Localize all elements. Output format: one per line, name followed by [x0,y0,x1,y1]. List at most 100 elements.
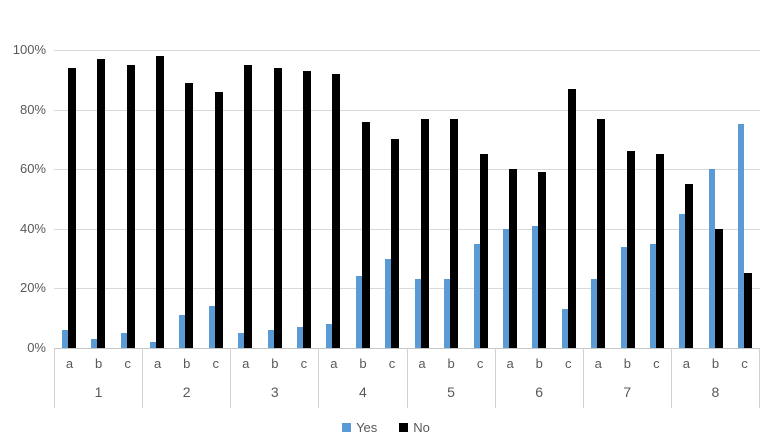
y-axis-tick-label: 40% [19,220,46,236]
bar-yes-7a [591,279,598,348]
bar-pair-5b [444,119,459,348]
category-slot-2a [142,50,171,348]
bar-no-8c [744,273,753,348]
bar-no-4a [332,74,341,348]
plot-area [54,50,760,349]
bar-yes-7c [650,244,657,348]
category-slot-7c [642,50,671,348]
x-axis-group-label-4: 4 [359,384,367,400]
x-axis-group-label-1: 1 [94,384,103,400]
bar-pair-8a [679,184,694,348]
bar-yes-7b [620,247,627,348]
bar-no-2b [185,83,194,348]
x-axis-sublabel-6b: b [535,356,543,371]
x-axis-group-2: a b c 2 [142,348,230,408]
category-slot-8b [701,50,730,348]
bar-pair-2c [208,92,223,348]
legend-swatch-yes-icon [342,423,352,432]
x-axis-subrow: a b c [672,348,759,378]
bar-group-5 [407,50,495,348]
x-axis-sublabel-6a: a [506,356,514,371]
bar-no-6a [508,169,517,348]
category-slot-3a [231,50,260,348]
x-axis-sublabel-3c: c [300,356,308,371]
bar-no-1a [67,68,76,348]
x-axis-sublabel-8b: b [711,356,720,371]
bar-pair-1a [61,68,76,348]
bar-no-3b [273,68,282,348]
category-slot-6c [554,50,583,348]
category-slot-2b [172,50,201,348]
y-axis-tick-label: 60% [19,161,46,177]
bar-no-5b [450,119,459,348]
category-slot-8c [731,50,760,348]
bar-pair-7a [591,119,606,348]
category-slot-5b [436,50,465,348]
x-axis-group-label-6: 6 [535,384,544,400]
category-slot-7b [613,50,642,348]
bar-pair-4a [326,74,341,348]
bar-pair-2a [149,56,164,348]
bar-no-3c [303,71,312,348]
x-axis-group-label-7: 7 [623,384,632,400]
x-axis-group-label-5: 5 [447,384,455,400]
bar-yes-2c [208,306,215,348]
gridline [54,288,760,290]
category-slot-1a [54,50,83,348]
bar-pair-7b [620,151,635,348]
bar-yes-1a [61,330,68,348]
bar-no-7b [626,151,635,348]
legend-label-yes: Yes [356,420,378,435]
bar-yes-4c [385,259,392,348]
x-axis-group-4: a b c 4 [318,348,406,408]
x-axis: a b c 1 a b c 2 a b c 3 a b c 4 a b c 5 a b c 6 a b c 7 a b c 8 [54,348,760,408]
bar-no-8b [714,229,723,348]
bar-pair-6a [502,169,517,348]
y-axis-tick-label: 80% [19,101,46,117]
bar-no-6c [567,89,576,348]
gridline [54,169,760,171]
bar-group-7 [584,50,672,348]
bar-no-1c [126,65,135,348]
x-axis-group-1: a b c 1 [54,348,142,408]
x-axis-group-8: a b c 8 [670,348,760,408]
legend-swatch-no-icon [399,423,409,432]
bar-pair-3a [238,65,253,348]
bar-no-7c [656,154,665,348]
bar-yes-8b [708,169,715,348]
bar-yes-1b [91,339,98,348]
x-axis-subrow: a b c [231,348,318,378]
x-axis-sublabel-2b: b [183,356,191,371]
bar-group-1 [54,50,142,348]
gridline [54,109,760,111]
x-axis-sublabel-1b: b [94,356,103,371]
x-axis-sublabel-5a: a [418,356,426,371]
bar-no-4c [391,139,400,348]
category-slot-6a [495,50,524,348]
category-slot-4c [378,50,407,348]
x-axis-sublabel-8a: a [682,356,691,371]
category-slot-5a [407,50,436,348]
category-slot-4a [319,50,348,348]
bar-yes-5c [473,244,480,348]
x-axis-subrow: a b c [584,348,671,378]
x-axis-sublabel-4b: b [359,356,367,371]
bar-no-1b [97,59,106,348]
bar-pair-4c [385,139,400,348]
category-slot-5c [466,50,495,348]
category-slot-6b [525,50,554,348]
bar-yes-2a [149,342,156,348]
x-axis-sublabel-4a: a [330,356,338,371]
bar-pair-3c [297,71,312,348]
x-axis-sublabel-5b: b [447,356,455,371]
bar-pair-1b [91,59,106,348]
bar-yes-4b [355,276,362,348]
bar-yes-3a [238,333,245,348]
bar-pair-8c [738,124,753,348]
legend-item-no: No [399,420,430,435]
bar-pair-2b [179,83,194,348]
bar-pair-6c [561,89,576,348]
bar-yes-6a [502,229,509,348]
x-axis-subrow: a b c [319,348,406,378]
